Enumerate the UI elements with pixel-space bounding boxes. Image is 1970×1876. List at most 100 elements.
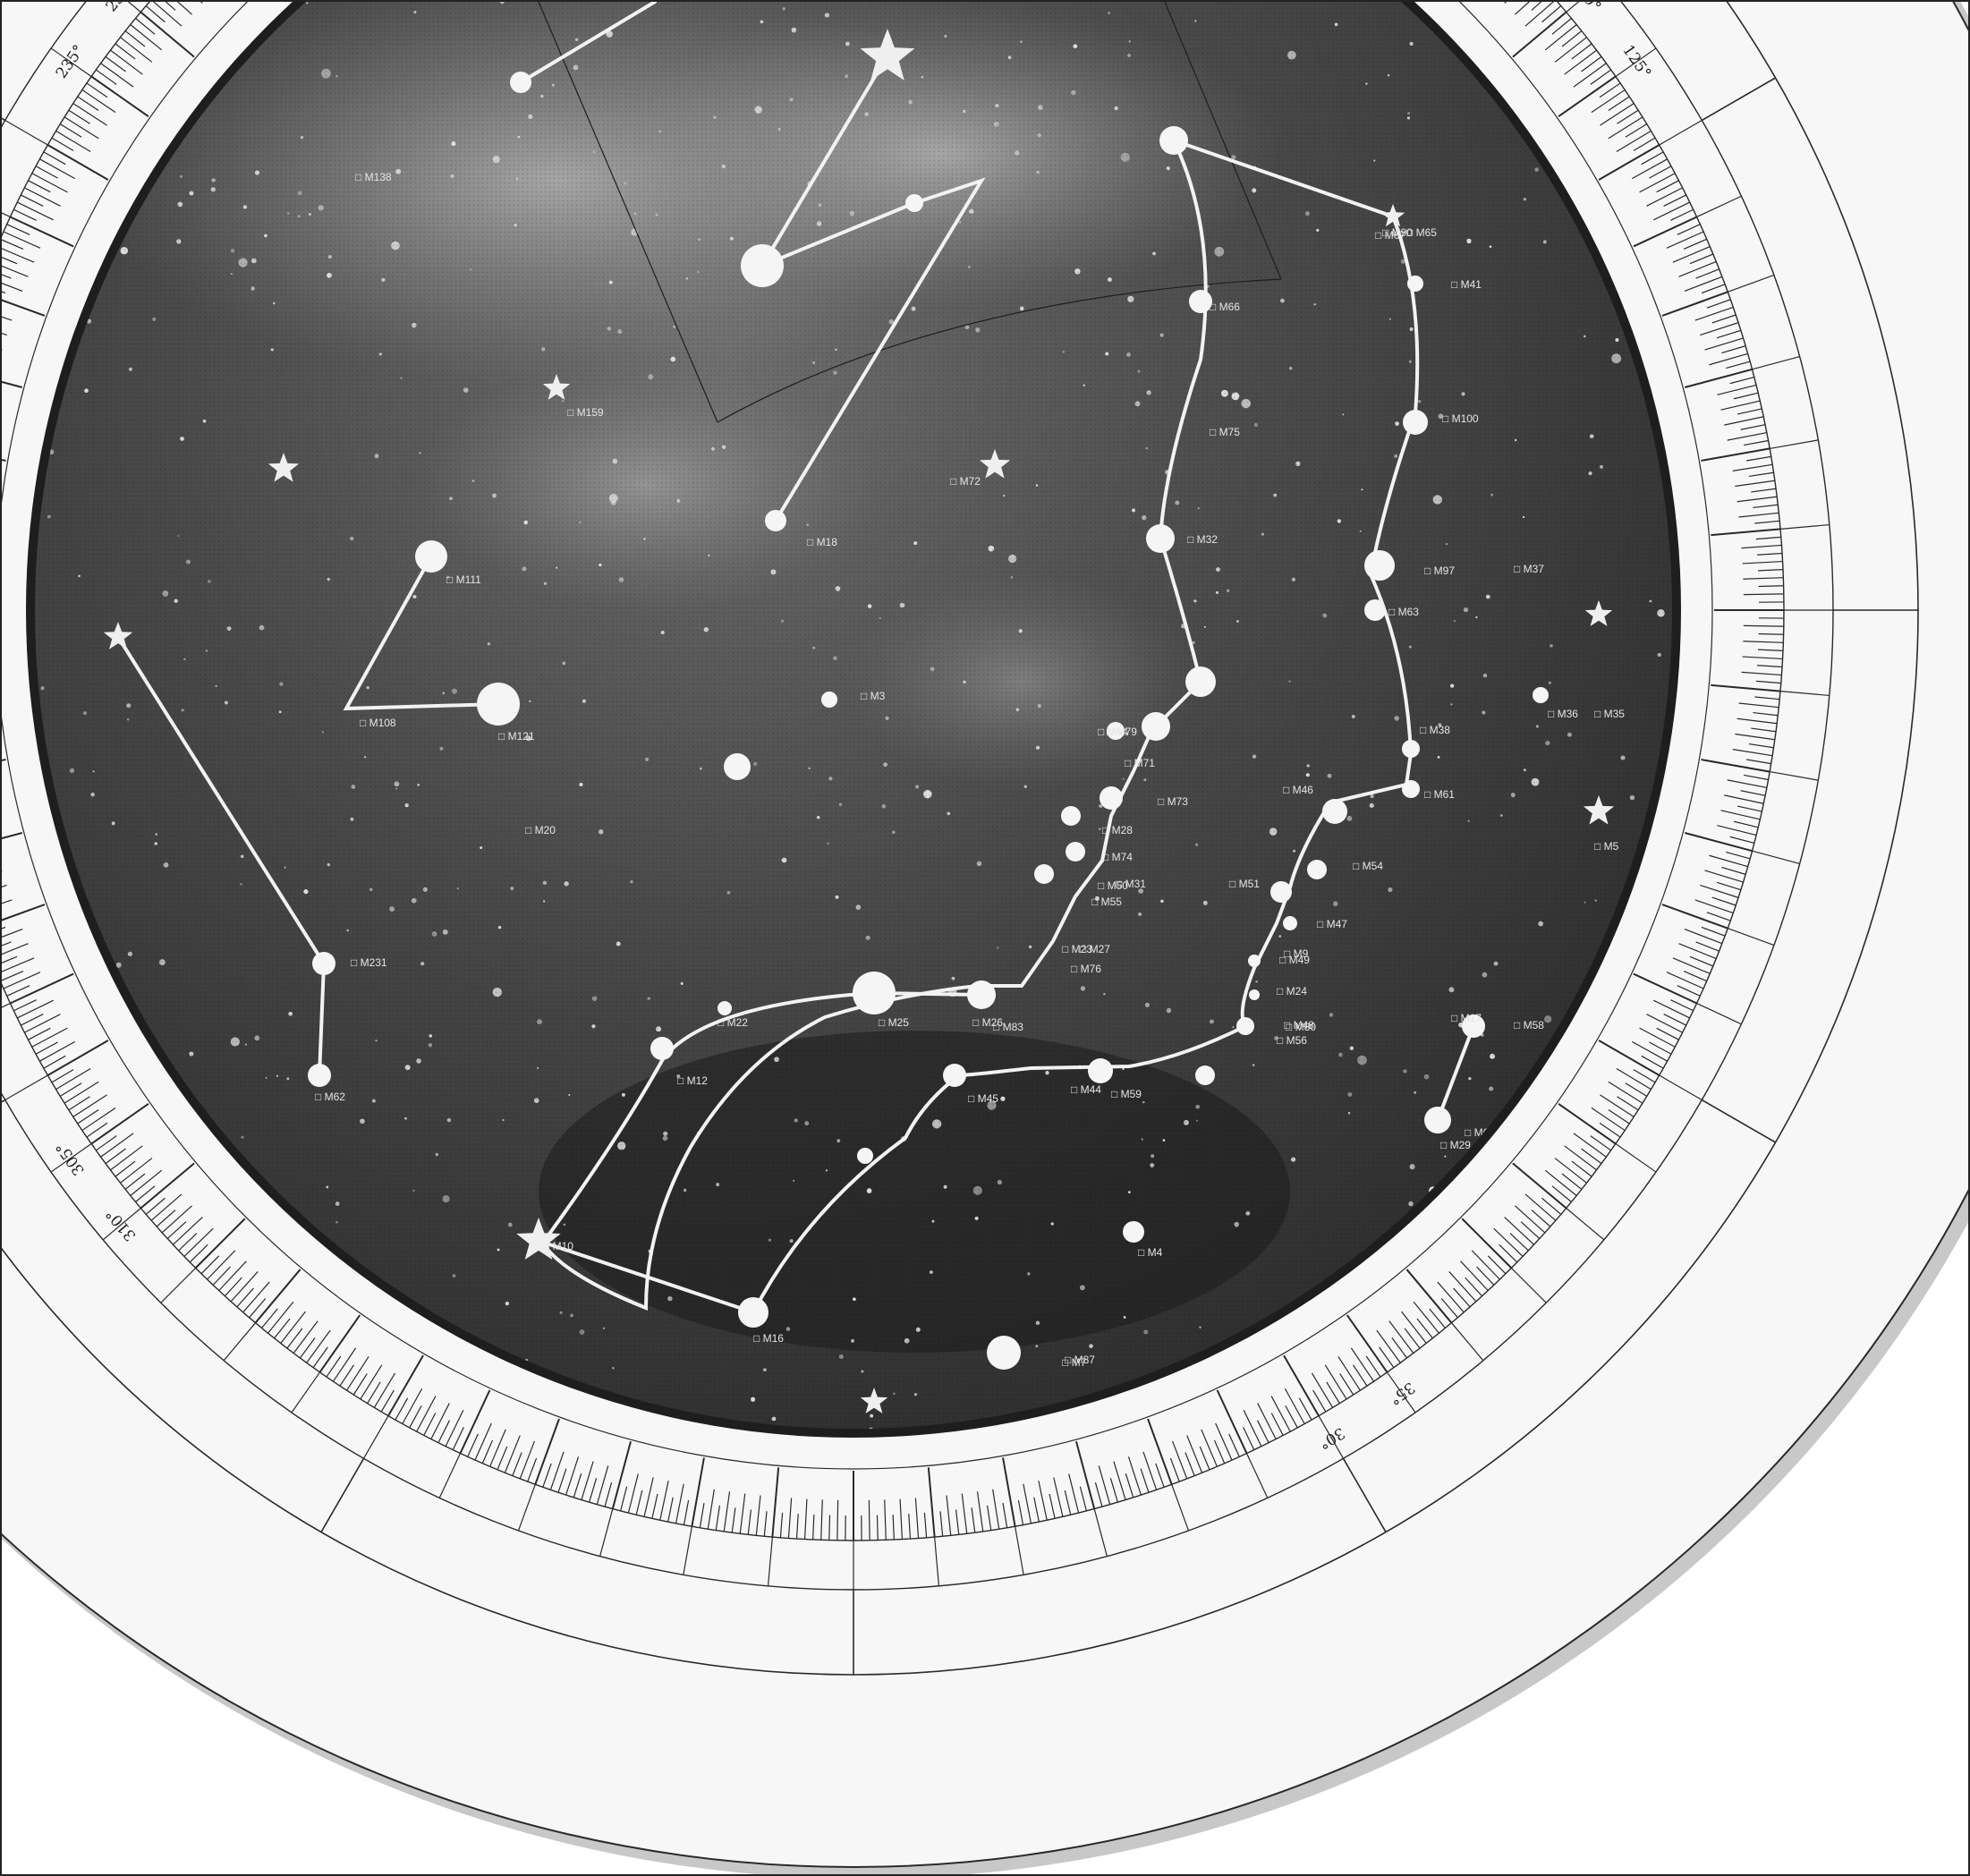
degree-tick xyxy=(651,1493,658,1519)
messier-label: □ M100 xyxy=(1442,412,1479,425)
degree-tick xyxy=(1625,1082,1648,1097)
degree-sector-line xyxy=(1318,1415,1345,1459)
messier-label: □ M12 xyxy=(677,1074,708,1087)
constellation-star xyxy=(1066,842,1085,862)
degree-tick xyxy=(152,2,183,27)
degree-sector-line xyxy=(517,1484,536,1532)
degree-tick xyxy=(90,1102,149,1145)
degree-sector-line xyxy=(1387,1371,1416,1413)
degree-tick xyxy=(1243,1427,1255,1450)
degree-tick xyxy=(908,1514,912,1540)
constellation-star xyxy=(1270,881,1292,903)
constellation-star xyxy=(1424,1107,1451,1133)
degree-tick xyxy=(161,1205,192,1234)
degree-tick xyxy=(31,1027,68,1048)
degree-tick xyxy=(1701,447,1770,462)
degree-tick xyxy=(437,1420,450,1443)
degree-tick xyxy=(1512,11,1567,58)
degree-tick xyxy=(1353,1364,1368,1387)
degree-tick xyxy=(1743,439,1769,446)
degree-sector-line xyxy=(362,1415,389,1459)
degree-tick xyxy=(467,1433,479,1457)
messier-label: □ M27 xyxy=(1080,943,1110,955)
degree-tick xyxy=(39,158,76,180)
messier-label: □ M108 xyxy=(360,717,396,729)
degree-tick xyxy=(254,1269,301,1324)
degree-tick xyxy=(1460,1261,1489,1292)
degree-tick xyxy=(1701,926,1726,937)
bright-star-mark xyxy=(979,449,1011,479)
degree-tick xyxy=(1558,1102,1617,1145)
degree-tick xyxy=(1738,702,1779,709)
degree-tick xyxy=(683,1499,690,1525)
degree-tick xyxy=(1706,912,1731,921)
degree-tick xyxy=(346,1356,369,1391)
constellation-star xyxy=(650,1037,674,1060)
constellation-star xyxy=(1402,740,1420,758)
degree-tick xyxy=(1729,836,1755,844)
messier-label: □ M47 xyxy=(1317,918,1347,930)
degree-tick xyxy=(659,1481,669,1521)
messier-label: □ M79 xyxy=(1107,726,1137,738)
degree-tick xyxy=(387,1354,424,1417)
degree-tick xyxy=(16,201,54,221)
degree-tick xyxy=(1633,216,1697,248)
degree-tick xyxy=(267,1301,294,1334)
degree-tick xyxy=(31,173,68,193)
bright-star-mark xyxy=(860,1388,888,1413)
degree-tick xyxy=(1711,314,1736,324)
degree-tick xyxy=(110,49,143,75)
degree-tick xyxy=(1172,1440,1188,1480)
messier-label: □ M90 xyxy=(1382,226,1413,239)
messier-label: □ M16 xyxy=(753,1332,784,1345)
degree-tick xyxy=(402,1388,423,1424)
degree-tick xyxy=(445,1410,464,1447)
degree-tick xyxy=(604,1482,613,1507)
degree-tick xyxy=(172,1217,203,1245)
messier-label: □ M76 xyxy=(1071,963,1101,975)
degree-tick xyxy=(207,1250,236,1280)
degree-tick xyxy=(1666,231,1704,249)
degree-tick xyxy=(2,257,18,265)
constellation-star xyxy=(1061,806,1081,826)
degree-tick xyxy=(47,144,109,181)
degree-tick xyxy=(90,75,149,118)
degree-sector-line xyxy=(1615,1143,1657,1173)
degree-tick xyxy=(81,1107,116,1132)
degree-tick xyxy=(992,1489,1000,1530)
degree-tick xyxy=(1337,1356,1361,1391)
degree-tick xyxy=(1140,1468,1150,1493)
degree-tick xyxy=(1600,1094,1635,1117)
messier-label: □ M18 xyxy=(807,536,837,548)
constellation-star xyxy=(724,753,751,780)
degree-tick xyxy=(1465,1277,1483,1297)
degree-tick xyxy=(1721,345,1746,354)
degree-tick xyxy=(723,1491,731,1532)
degree-tick xyxy=(1558,75,1617,118)
constellation-star xyxy=(1185,666,1216,697)
degree-tick xyxy=(218,1261,247,1292)
bright-star-mark xyxy=(267,453,300,482)
degree-tick xyxy=(1717,384,1757,395)
messier-label: □ M49 xyxy=(1279,954,1310,966)
messier-label: □ M5 xyxy=(1594,840,1619,853)
degree-tick xyxy=(1670,999,1694,1012)
degree-tick xyxy=(1405,1269,1453,1324)
degree-tick xyxy=(1684,368,1753,388)
degree-tick xyxy=(1700,322,1739,336)
constellation-star xyxy=(1195,1065,1215,1085)
degree-tick xyxy=(1717,825,1757,836)
degree-tick xyxy=(986,1505,992,1531)
degree-tick xyxy=(293,1320,318,1354)
degree-tick xyxy=(1571,1160,1592,1177)
constellation-star xyxy=(1236,1017,1254,1035)
degree-tick xyxy=(1617,109,1639,124)
degree-sector-line xyxy=(1779,691,1830,697)
messier-label: □ M159 xyxy=(567,406,604,419)
degree-tick-marks xyxy=(2,2,1784,1541)
degree-tick xyxy=(763,1511,768,1537)
messier-label: □ M75 xyxy=(1210,426,1240,438)
messier-label: □ M73 xyxy=(1158,795,1188,808)
degree-tick xyxy=(1581,55,1602,72)
messier-label: □ M51 xyxy=(1229,878,1260,890)
